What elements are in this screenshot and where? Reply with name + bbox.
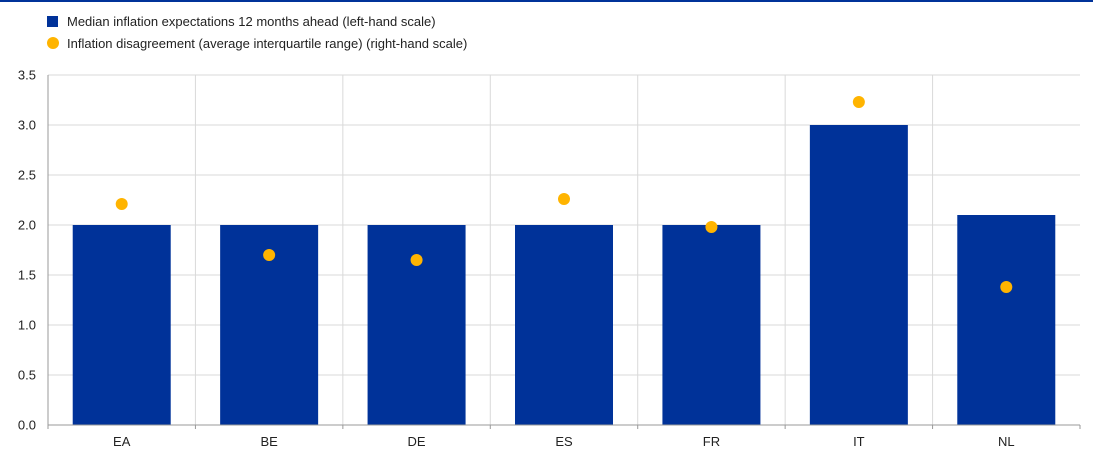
- y-tick-label: 0.0: [18, 418, 36, 433]
- bar-nl: [957, 215, 1056, 425]
- y-tick-label: 2.5: [18, 168, 36, 183]
- dot-nl: [1000, 281, 1013, 293]
- x-tick-label-de: DE: [408, 434, 426, 449]
- dot-be: [263, 249, 276, 261]
- legend-label-median-expectations: Median inflation expectations 12 months …: [67, 13, 436, 29]
- x-tick-label-it: IT: [853, 434, 865, 449]
- legend-swatch-bar: [47, 15, 58, 27]
- bar-it: [809, 125, 908, 425]
- legend-swatch-dot: [47, 37, 59, 49]
- top-rule: [0, 0, 1093, 2]
- y-tick-label: 1.5: [18, 268, 36, 283]
- x-tick-label-nl: NL: [998, 434, 1015, 449]
- y-tick-label: 0.5: [18, 368, 36, 383]
- x-tick-label-be: BE: [260, 434, 278, 449]
- legend-item-disagreement: Inflation disagreement (average interqua…: [47, 32, 467, 54]
- bar-es: [515, 225, 613, 425]
- dot-it: [852, 96, 865, 108]
- bar-ea: [72, 225, 171, 425]
- dot-de: [410, 254, 423, 266]
- dot-es: [558, 193, 570, 205]
- x-tick-label-ea: EA: [113, 434, 131, 449]
- bar-fr: [662, 225, 761, 425]
- dot-ea: [115, 198, 128, 210]
- y-tick-label: 2.0: [18, 218, 36, 233]
- legend-label-disagreement: Inflation disagreement (average interqua…: [67, 35, 468, 51]
- y-tick-label: 3.0: [18, 118, 36, 133]
- legend: Median inflation expectations 12 months …: [47, 10, 467, 54]
- y-tick-label: 1.0: [18, 318, 36, 333]
- y-tick-label: 3.5: [18, 68, 36, 83]
- x-tick-label-fr: FR: [703, 434, 720, 449]
- x-tick-label-es: ES: [555, 434, 573, 449]
- legend-item-median-expectations: Median inflation expectations 12 months …: [47, 10, 467, 32]
- dot-fr: [705, 221, 718, 233]
